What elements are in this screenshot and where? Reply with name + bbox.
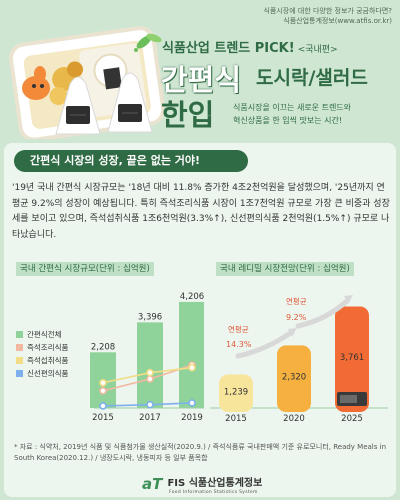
lunchbox-illustration bbox=[8, 26, 166, 139]
logo-name: FIS 식품산업통계정보 bbox=[167, 478, 263, 489]
bar-total-2019 bbox=[179, 301, 204, 408]
logo-mark: aT bbox=[142, 475, 163, 493]
line-point-2-2019 bbox=[188, 399, 196, 407]
x-tick-label-2015: 2015 bbox=[92, 413, 114, 423]
legend-swatch-1 bbox=[16, 344, 23, 351]
source-footnote: * 자료 : 식약처, 2019년 식품 및 식품첨가물 생산실적(2020.9… bbox=[14, 443, 387, 462]
bar-2020 bbox=[277, 345, 311, 412]
x-tick-label-2015: 2015 bbox=[225, 414, 247, 424]
line-point-2-2015 bbox=[99, 402, 107, 410]
x-tick-label-2025: 2025 bbox=[341, 414, 363, 424]
main-title-line1: 간편식 bbox=[161, 63, 242, 97]
x-tick-label-2020: 2020 bbox=[283, 414, 305, 424]
ready-meal-chart: 1,239 2015 2,320 2020 3,761 2025 연평균 14.3% 연평균 9.… bbox=[210, 295, 388, 424]
title-description-line1: 식품시장을 이끄는 새로운 트렌드와 bbox=[233, 103, 352, 112]
legend-label-1: 즉석조리식품 bbox=[27, 342, 68, 352]
chart2-title: 국내 레디밀 시장전망(단위 : 십억원) bbox=[216, 262, 354, 276]
summary-paragraph: '19년 국내 간편식 시장규모는 '18년 대비 11.8% 증가한 4조2천… bbox=[12, 183, 390, 240]
header-info: 식품시장에 대한 다양한 정보가 궁금하다면? 식품산업통계정보(www.atf… bbox=[263, 6, 392, 26]
legend-label-3: 신선편의식품 bbox=[27, 368, 68, 378]
logo-english: Food Information Statistics System bbox=[169, 490, 258, 495]
trend-pick-label: 식품산업 트렌드 PICK! <국내편> bbox=[162, 37, 338, 56]
bar-value-label-2019: 4,206 bbox=[180, 292, 204, 302]
line-point-1-2015 bbox=[99, 378, 107, 387]
fis-logo: aT FIS 식품산업통계정보 Food Information Statist… bbox=[142, 474, 263, 495]
annotation-value-2: 9.2% bbox=[286, 313, 307, 322]
legend-label-2: 즉석섭취식품 bbox=[27, 355, 68, 365]
annotation-label-1: 연평균 bbox=[228, 324, 249, 334]
market-size-chart: 2,208 2015 3,396 2017 4,206 2019 간편식전체즉석조리식품즉석… bbox=[16, 292, 204, 423]
section-title-banner: 간편식 시장의 성장, 끝은 없는 거야! bbox=[14, 150, 248, 172]
growth-arrow-1-head bbox=[288, 328, 297, 337]
line-point-1-2019 bbox=[188, 363, 196, 372]
header-tagline: 식품시장에 대한 다양한 정보가 궁금하다면? bbox=[263, 7, 392, 15]
bar-value-label-2025: 3,761 bbox=[340, 353, 364, 363]
header-site-link[interactable]: 식품산업통계정보(www.atfis.or.kr) bbox=[283, 17, 392, 25]
x-tick-label-2017: 2017 bbox=[139, 413, 161, 423]
line-point-2-2017 bbox=[146, 400, 154, 409]
legend-swatch-2 bbox=[16, 357, 23, 364]
growth-arrow-1 bbox=[235, 329, 295, 359]
legend-swatch-0 bbox=[16, 331, 23, 338]
bar-value-label-2015: 2,208 bbox=[91, 342, 115, 352]
legend-label-0: 간편식전체 bbox=[27, 329, 62, 339]
chart1-title: 국내 간편식 시장규모(단위 : 십억원) bbox=[16, 262, 154, 276]
bar-value-label-2017: 3,396 bbox=[138, 312, 162, 322]
annotation-value-1: 14.3% bbox=[226, 340, 252, 349]
annotation-label-2: 연평균 bbox=[286, 296, 307, 306]
legend-swatch-3 bbox=[16, 370, 23, 377]
bar-value-label-2015: 1,239 bbox=[224, 387, 248, 397]
bar-2015 bbox=[219, 374, 253, 412]
line-point-0-2017 bbox=[146, 375, 154, 383]
main-title-line2: 한입 bbox=[161, 98, 215, 132]
region-tag: <국내편> bbox=[297, 45, 338, 55]
microwave-window-icon bbox=[340, 395, 357, 403]
title-description-line2: 혁신상품을 한 입씩 맛보는 시간! bbox=[233, 116, 343, 125]
bar-total-2017 bbox=[137, 322, 163, 408]
growth-arrow-2 bbox=[295, 297, 351, 329]
bar-2025 bbox=[335, 306, 369, 412]
bar-value-label-2020: 2,320 bbox=[282, 373, 306, 383]
growth-arrow-2-head bbox=[344, 295, 353, 304]
main-title-subject: 도시락/샐러드 bbox=[256, 67, 368, 89]
line-point-0-2015 bbox=[99, 387, 107, 395]
title-description: 식품시장을 이끄는 새로운 트렌드와 혁신상품을 한 입씩 맛보는 시간! bbox=[233, 101, 351, 127]
line-point-1-2017 bbox=[146, 368, 154, 377]
trend-pick-text: 식품산업 트렌드 PICK! bbox=[162, 41, 295, 56]
x-tick-label-2019: 2019 bbox=[181, 413, 203, 423]
